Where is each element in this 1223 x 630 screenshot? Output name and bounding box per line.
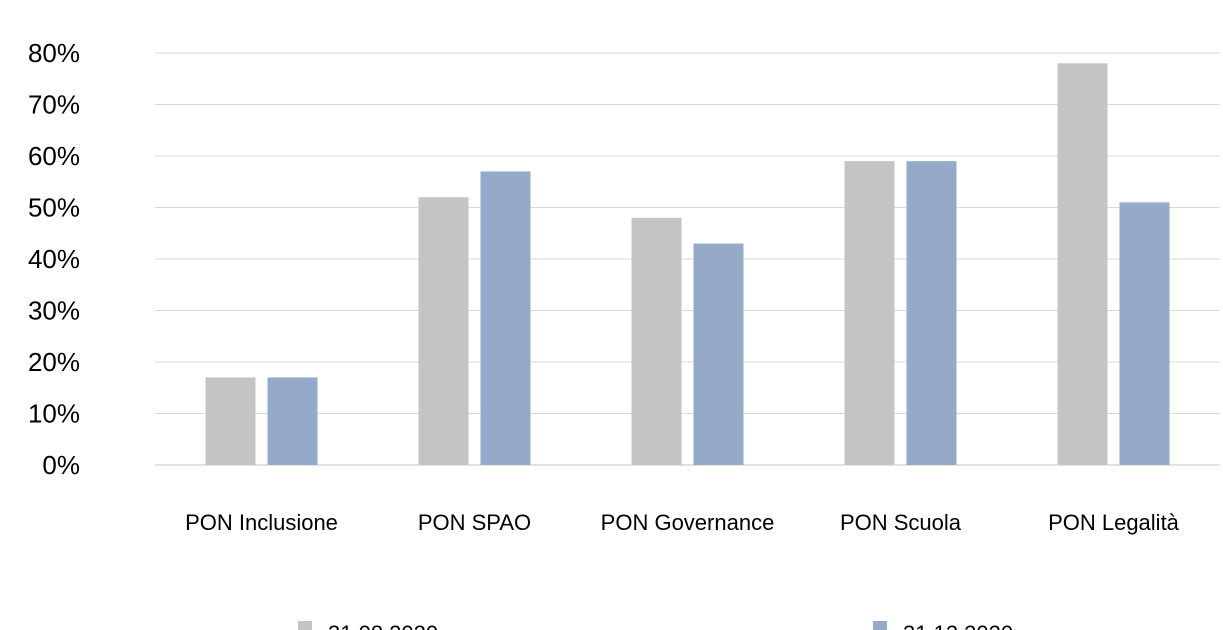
bar-series1 bbox=[631, 217, 682, 465]
x-category-label: PON Governance bbox=[601, 510, 775, 535]
x-category-label: PON Inclusione bbox=[185, 510, 338, 535]
x-category-label: PON SPAO bbox=[418, 510, 531, 535]
legend-label: 31.08.2020 bbox=[328, 621, 438, 630]
x-category-label: PON Legalità bbox=[1048, 510, 1180, 535]
y-tick-label: 40% bbox=[28, 244, 80, 274]
y-tick-label: 70% bbox=[28, 90, 80, 120]
y-axis-tick-labels: 0% 10% 20% 30% 40% 50% 60% 70% 80% bbox=[28, 38, 80, 480]
bar-series1 bbox=[844, 161, 895, 465]
y-tick-label: 30% bbox=[28, 296, 80, 326]
y-tick-label: 80% bbox=[28, 38, 80, 68]
bars bbox=[205, 63, 1170, 466]
bar-series2 bbox=[906, 161, 957, 465]
y-tick-label: 20% bbox=[28, 347, 80, 377]
y-tick-label: 50% bbox=[28, 193, 80, 223]
bar-series2 bbox=[693, 243, 744, 465]
bar-series1 bbox=[418, 197, 469, 465]
bar-series2 bbox=[480, 171, 531, 465]
y-tick-label: 10% bbox=[28, 399, 80, 429]
bar-series2 bbox=[1119, 202, 1170, 465]
x-category-label: PON Scuola bbox=[840, 510, 962, 535]
legend-label: 31.12.2020 bbox=[903, 621, 1013, 630]
bar-series2 bbox=[267, 377, 318, 465]
y-tick-label: 60% bbox=[28, 141, 80, 171]
legend-swatch bbox=[873, 621, 887, 630]
bar-series1 bbox=[1057, 63, 1108, 466]
bar-series1 bbox=[205, 377, 256, 465]
gridlines bbox=[155, 52, 1220, 466]
legend-swatch bbox=[298, 621, 312, 630]
y-tick-label: 0% bbox=[42, 450, 80, 480]
legend: 31.08.2020 31.12.2020 bbox=[298, 621, 1013, 630]
x-axis-category-labels: PON Inclusione PON SPAO PON Governance PON … bbox=[185, 510, 1180, 535]
